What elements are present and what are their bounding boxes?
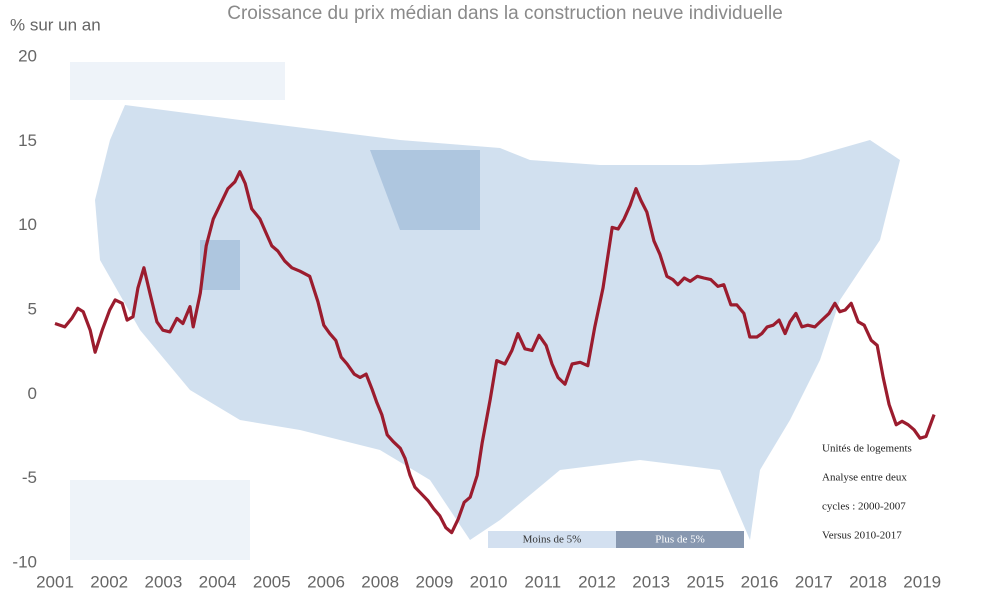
annotation: Versus 2010-2017 bbox=[822, 530, 902, 542]
annotations: Unités de logements Analyse entre deux cyc… bbox=[822, 443, 912, 542]
map-legend: Moins de 5% Plus de 5% bbox=[488, 531, 744, 548]
y-tick-label: -5 bbox=[22, 468, 37, 487]
x-tick-label: 2016 bbox=[741, 572, 779, 591]
chart-title: Croissance du prix médian dans la constr… bbox=[227, 3, 783, 24]
legend-swatch bbox=[488, 531, 616, 548]
y-tick-label: 0 bbox=[28, 384, 37, 403]
x-tick-label: 2002 bbox=[90, 572, 128, 591]
x-tick-label: 2003 bbox=[144, 572, 182, 591]
annotation: cycles : 2000-2007 bbox=[822, 501, 906, 513]
x-tick-label: 2019 bbox=[903, 572, 941, 591]
x-tick-label: 2013 bbox=[632, 572, 670, 591]
map-background bbox=[70, 62, 900, 560]
x-tick-label: 2008 bbox=[361, 572, 399, 591]
legend-label: Plus de 5% bbox=[655, 534, 705, 546]
y-tick-label: 15 bbox=[18, 131, 37, 150]
x-tick-label: 2005 bbox=[253, 572, 291, 591]
x-tick-label: 2006 bbox=[307, 572, 345, 591]
line bbox=[54, 170, 936, 535]
legend-swatch bbox=[616, 531, 744, 548]
y-axis-label: % sur un an bbox=[10, 15, 101, 34]
x-tick-label: 2018 bbox=[849, 572, 887, 591]
x-tick-label: 2011 bbox=[525, 572, 562, 591]
x-tick-label: 2015 bbox=[686, 572, 724, 591]
x-tick-label: 2004 bbox=[199, 572, 237, 591]
y-tick-label: 10 bbox=[18, 215, 37, 234]
x-tick-label: 2001 bbox=[36, 572, 74, 591]
x-tick-label: 2017 bbox=[795, 572, 833, 591]
y-tick-label: 5 bbox=[28, 299, 37, 318]
y-tick-label: -10 bbox=[12, 552, 37, 571]
annotation: Unités de logements bbox=[822, 443, 912, 455]
x-tick-label: 2010 bbox=[470, 572, 508, 591]
x-tick-label: 2012 bbox=[578, 572, 616, 591]
annotation: Analyse entre deux bbox=[822, 472, 907, 484]
y-tick-label: 20 bbox=[18, 46, 37, 65]
legend-label: Moins de 5% bbox=[523, 534, 582, 546]
x-tick-label: 2009 bbox=[415, 572, 453, 591]
